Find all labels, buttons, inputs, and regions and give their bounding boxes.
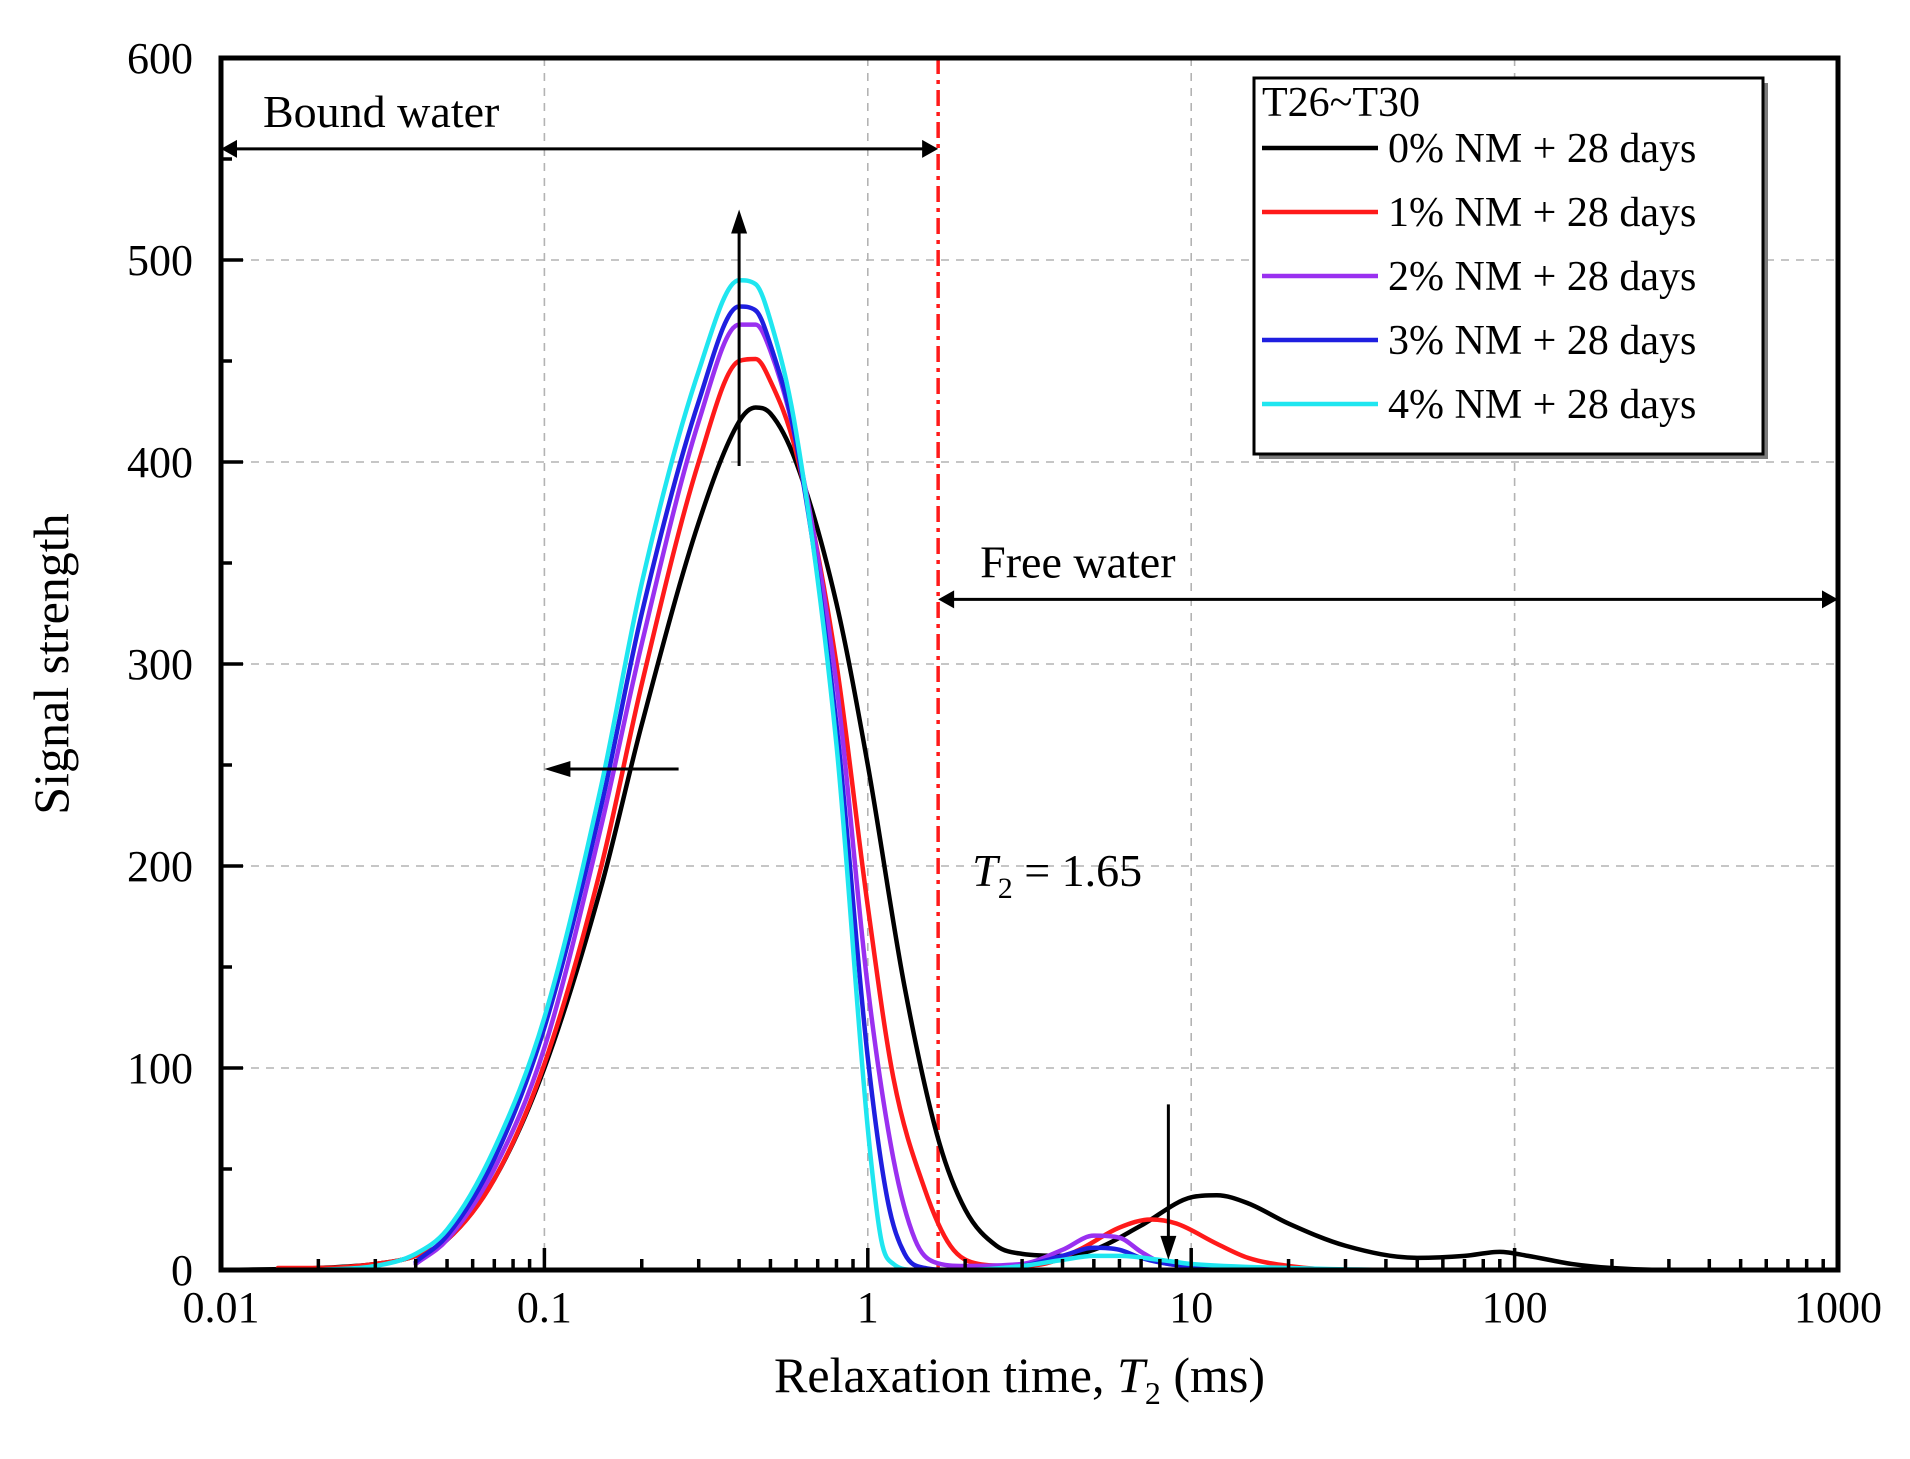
bound-water-arrow-right-head xyxy=(922,139,939,158)
legend-label-4: 4% NM + 28 days xyxy=(1388,382,1696,428)
t2-var: T xyxy=(972,845,1001,896)
axis-layer: 0.01 0.1 1 10 100 1000 0 100 200 300 400 500 600 Sign… xyxy=(23,34,1882,1411)
bound-water-arrow-left-head xyxy=(221,139,237,158)
legend-box xyxy=(1252,76,1765,456)
series-line-2 xyxy=(413,322,1486,1273)
legend-label-3: 3% NM + 28 days xyxy=(1388,318,1696,364)
x-tick-label: 1 xyxy=(857,1283,879,1332)
series-layer xyxy=(218,277,1841,1273)
y-axis-title: Signal strength xyxy=(23,513,79,814)
t2-sub: 2 xyxy=(998,872,1013,905)
legend-title: T26~T30 xyxy=(1262,80,1420,126)
x-tick-label: 10 xyxy=(1169,1283,1213,1332)
y-tick-label: 400 xyxy=(127,438,193,487)
series-line-4 xyxy=(316,277,1486,1273)
x-axis-title-suffix: (ms) xyxy=(1161,1347,1265,1403)
left-shift-arrow-head xyxy=(544,761,571,778)
x-axis-title: Relaxation time, T2 (ms) xyxy=(774,1347,1265,1411)
x-tick-label: 0.01 xyxy=(183,1283,260,1332)
free-water-decrease-arrow-head xyxy=(1160,1235,1177,1260)
peak-increase-arrow-head xyxy=(731,209,748,234)
series-line-1 xyxy=(275,356,1486,1273)
x-tick-label: 0.1 xyxy=(517,1283,572,1332)
bound-water-label: Bound water xyxy=(263,86,499,137)
y-tick-label: 100 xyxy=(127,1044,193,1093)
free-water-label: Free water xyxy=(980,536,1175,587)
y-tick-label: 300 xyxy=(127,640,193,689)
free-water-arrow-left-head xyxy=(938,590,955,609)
legend-label-2: 2% NM + 28 days xyxy=(1388,254,1696,300)
x-axis-title-var: T xyxy=(1117,1347,1148,1403)
x-axis-title-prefix: Relaxation time, xyxy=(774,1347,1117,1403)
y-tick-label: 0 xyxy=(171,1246,193,1295)
t2-cutoff-label: T2 = 1.65 xyxy=(972,845,1142,905)
y-tick-label: 500 xyxy=(127,236,193,285)
free-water-arrow-right-head xyxy=(1822,590,1838,609)
legend-label-0: 0% NM + 28 days xyxy=(1388,126,1696,172)
x-axis-title-sub: 2 xyxy=(1145,1375,1161,1411)
annotation-layer: Bound water Free water T2 = 1.65 xyxy=(221,86,1838,1260)
t2-value: = 1.65 xyxy=(1013,845,1142,896)
x-tick-label: 100 xyxy=(1482,1283,1548,1332)
x-tick-label: 1000 xyxy=(1794,1283,1882,1332)
y-tick-label: 600 xyxy=(127,34,193,83)
y-tick-label: 200 xyxy=(127,842,193,891)
legend-label-1: 1% NM + 28 days xyxy=(1388,190,1696,236)
